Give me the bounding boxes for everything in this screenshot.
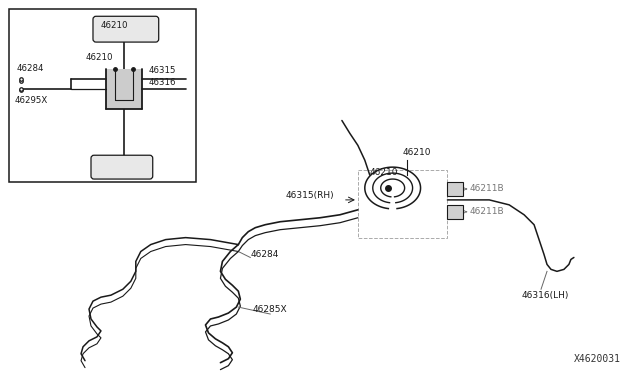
Bar (10, 9, 196, 182)
FancyBboxPatch shape (93, 16, 159, 42)
Bar (358, 170, 447, 238)
Text: 46211B: 46211B (469, 185, 504, 193)
Text: 46210: 46210 (370, 168, 398, 177)
Text: 46210: 46210 (86, 54, 113, 62)
Text: 46316(LH): 46316(LH) (521, 291, 568, 300)
Text: 46316: 46316 (148, 78, 176, 87)
Text: 46315: 46315 (148, 66, 176, 76)
Text: 46285X: 46285X (253, 305, 287, 314)
Text: 46284: 46284 (250, 250, 278, 259)
FancyBboxPatch shape (91, 155, 153, 179)
Text: 46284: 46284 (17, 64, 44, 73)
Text: 46211B: 46211B (469, 207, 504, 216)
Bar (447, 182, 463, 196)
Text: X4620031: X4620031 (573, 354, 621, 364)
Text: 46210: 46210 (101, 21, 129, 30)
Bar (447, 205, 463, 219)
Bar (106, 69, 142, 109)
Text: 46295X: 46295X (14, 96, 47, 105)
Text: 46315(RH): 46315(RH) (285, 192, 334, 201)
Text: 46210: 46210 (403, 148, 431, 157)
